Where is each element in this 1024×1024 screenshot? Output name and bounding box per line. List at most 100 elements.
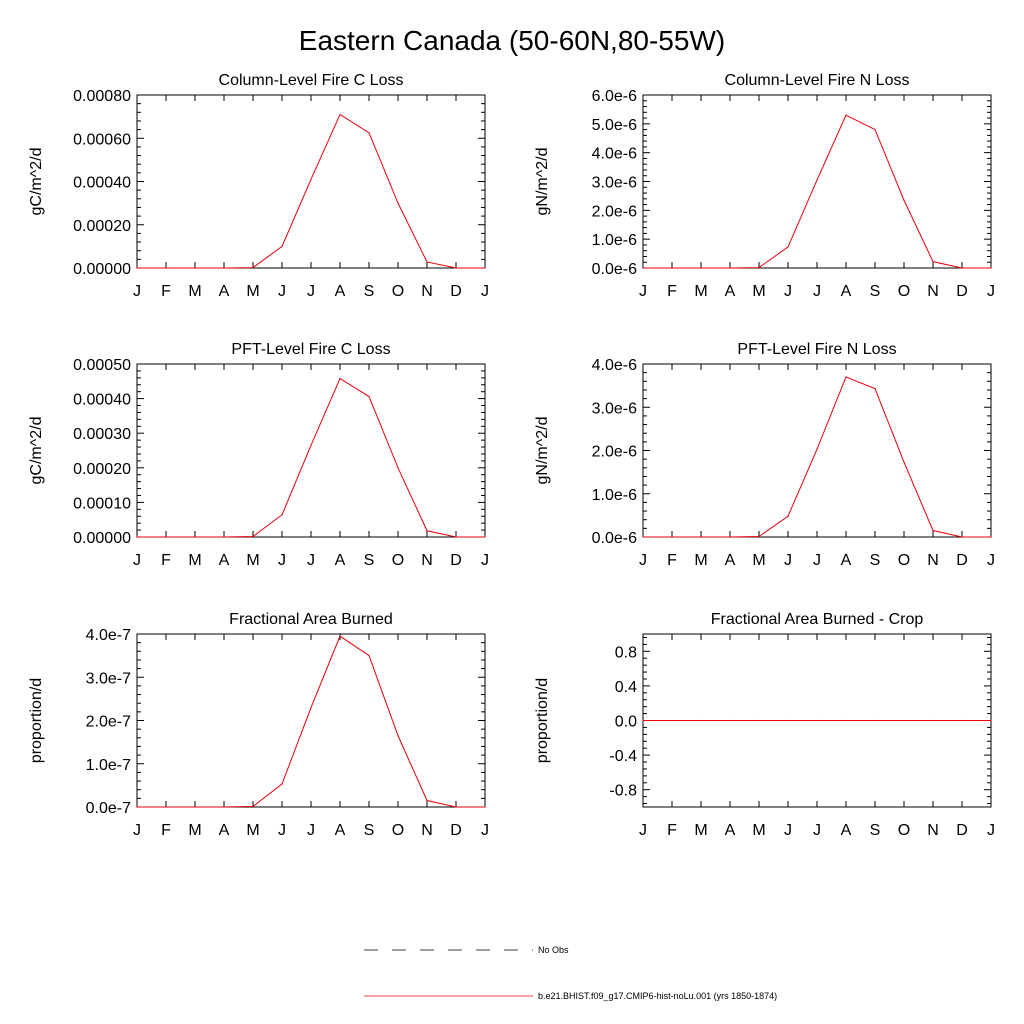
series-point [700, 536, 702, 538]
x-tick-label: J [639, 822, 647, 839]
series-point [484, 536, 486, 538]
plot-frame [642, 363, 992, 538]
series-point [671, 536, 673, 538]
x-tick-label: M [694, 552, 707, 569]
y-axis-label: gC/m^2/d [28, 417, 45, 485]
x-tick-label: J [987, 822, 995, 839]
series-point [816, 179, 818, 181]
series-point [426, 799, 428, 802]
y-tick-label: -0.8 [609, 783, 637, 800]
x-tick-label: O [898, 822, 910, 839]
series-line [643, 376, 991, 538]
y-tick-label: 0.8 [615, 644, 637, 661]
x-tick-label: M [188, 822, 201, 839]
series-point [642, 536, 644, 538]
series-point [787, 246, 789, 248]
x-tick-label: D [956, 283, 968, 300]
series-point [671, 267, 673, 269]
y-tick-label: 0.00000 [73, 530, 131, 547]
x-tick-label: N [421, 822, 433, 839]
x-tick-label: M [752, 552, 765, 569]
x-tick-label: D [450, 822, 462, 839]
x-tick-label: M [752, 822, 765, 839]
series-point [845, 719, 847, 722]
series-point [484, 806, 486, 808]
series-point [223, 806, 225, 808]
x-tick-label: D [450, 552, 462, 569]
panel-title: Column-Level Fire C Loss [219, 72, 404, 89]
x-tick-label: J [133, 552, 141, 569]
x-tick-label: O [392, 552, 404, 569]
series-point [281, 783, 283, 785]
x-tick-label: M [246, 283, 259, 300]
series-point [845, 114, 847, 116]
figure-title: Eastern Canada (50-60N,80-55W) [299, 25, 725, 56]
x-tick-label: A [725, 283, 736, 300]
series-point [642, 719, 644, 722]
y-tick-label: 0.0 [615, 714, 637, 731]
x-tick-label: J [784, 552, 792, 569]
x-tick-label: S [364, 822, 375, 839]
x-tick-label: N [421, 552, 433, 569]
x-tick-label: J [784, 283, 792, 300]
y-tick-label: 5.0e-6 [592, 117, 637, 134]
panel-title: Fractional Area Burned [229, 611, 393, 628]
x-tick-label: O [392, 822, 404, 839]
x-tick-label: J [133, 283, 141, 300]
series-point [642, 267, 644, 269]
series-point [903, 461, 905, 463]
series-point [700, 267, 702, 269]
series-point [845, 376, 847, 378]
x-tick-label: M [246, 552, 259, 569]
y-tick-label: 3.0e-7 [86, 670, 131, 687]
series-point [484, 267, 486, 269]
panel-title: Fractional Area Burned - Crop [711, 611, 924, 628]
panel-title: PFT-Level Fire N Loss [737, 341, 896, 358]
x-tick-label: J [481, 552, 489, 569]
series-point [729, 267, 731, 269]
y-tick-label: 0.00020 [73, 218, 131, 235]
x-tick-label: F [161, 822, 171, 839]
y-tick-label: 4.0e-6 [592, 357, 637, 374]
y-tick-label: 4.0e-7 [86, 627, 131, 644]
series-point [758, 266, 760, 269]
x-tick-label: M [188, 283, 201, 300]
series-point [426, 261, 428, 263]
y-tick-label: 0.00080 [73, 88, 131, 105]
x-tick-label: M [246, 822, 259, 839]
series-point [961, 267, 963, 269]
y-tick-label: 0.00040 [73, 175, 131, 192]
x-tick-label: D [450, 283, 462, 300]
series-line [137, 377, 485, 538]
x-tick-label: J [784, 822, 792, 839]
x-tick-label: A [725, 822, 736, 839]
x-tick-label: J [278, 283, 286, 300]
x-tick-label: S [870, 552, 881, 569]
panel-title: PFT-Level Fire C Loss [231, 341, 390, 358]
series-point [729, 719, 731, 722]
series-point [816, 719, 818, 722]
series-point [368, 395, 370, 398]
series-point [874, 719, 876, 722]
series-point [194, 536, 196, 538]
plot-frame [642, 94, 992, 269]
x-tick-label: S [364, 552, 375, 569]
series-point [961, 536, 963, 538]
series-point [397, 467, 399, 469]
series-point [339, 377, 341, 380]
x-tick-label: J [813, 822, 821, 839]
x-tick-label: M [694, 822, 707, 839]
x-tick-label: J [987, 552, 995, 569]
y-tick-label: 6.0e-6 [592, 88, 637, 105]
x-tick-label: J [307, 552, 315, 569]
x-tick-label: D [956, 822, 968, 839]
series-point [455, 267, 457, 269]
series-point [990, 536, 992, 538]
y-tick-label: 2.0e-7 [86, 714, 131, 731]
series-point [671, 719, 673, 722]
x-tick-label: J [133, 822, 141, 839]
